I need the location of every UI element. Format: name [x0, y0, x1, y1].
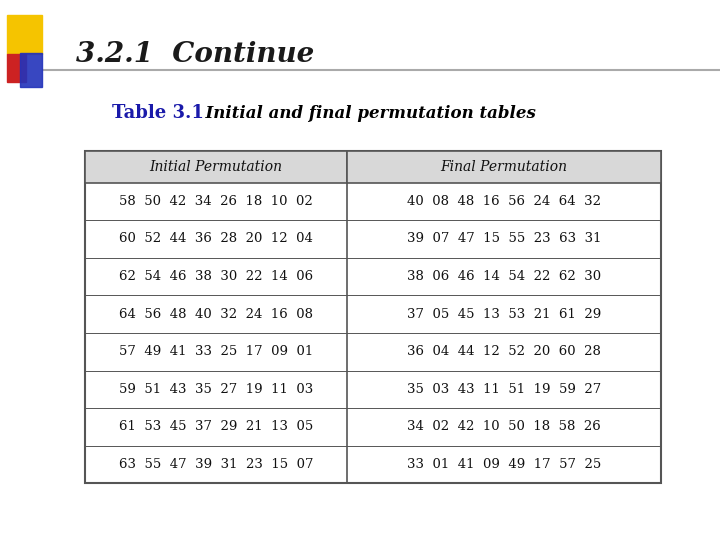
Text: 38  06  46  14  54  22  62  30: 38 06 46 14 54 22 62 30 [407, 270, 601, 283]
Text: 57  49  41  33  25  17  09  01: 57 49 41 33 25 17 09 01 [119, 345, 313, 358]
Text: 34  02  42  10  50  18  58  26: 34 02 42 10 50 18 58 26 [407, 421, 601, 434]
Text: Table 3.1: Table 3.1 [112, 104, 204, 123]
Text: Initial Permutation: Initial Permutation [150, 160, 282, 174]
Text: 33  01  41  09  49  17  57  25: 33 01 41 09 49 17 57 25 [407, 458, 601, 471]
Text: 35  03  43  11  51  19  59  27: 35 03 43 11 51 19 59 27 [407, 383, 601, 396]
Text: 58  50  42  34  26  18  10  02: 58 50 42 34 26 18 10 02 [119, 195, 313, 208]
Text: 59  51  43  35  27  19  11  03: 59 51 43 35 27 19 11 03 [119, 383, 313, 396]
Text: 64  56  48  40  32  24  16  08: 64 56 48 40 32 24 16 08 [119, 308, 313, 321]
Text: 36  04  44  12  52  20  60  28: 36 04 44 12 52 20 60 28 [407, 345, 601, 358]
Text: Initial and final permutation tables: Initial and final permutation tables [194, 105, 536, 122]
Text: 3.2.1  Continue: 3.2.1 Continue [76, 40, 314, 68]
Text: 37  05  45  13  53  21  61  29: 37 05 45 13 53 21 61 29 [407, 308, 601, 321]
Text: 63  55  47  39  31  23  15  07: 63 55 47 39 31 23 15 07 [119, 458, 313, 471]
Text: Final Permutation: Final Permutation [441, 160, 567, 174]
Text: 60  52  44  36  28  20  12  04: 60 52 44 36 28 20 12 04 [119, 232, 313, 245]
Text: 61  53  45  37  29  21  13  05: 61 53 45 37 29 21 13 05 [119, 421, 313, 434]
Text: 40  08  48  16  56  24  64  32: 40 08 48 16 56 24 64 32 [407, 195, 601, 208]
Text: 39  07  47  15  55  23  63  31: 39 07 47 15 55 23 63 31 [407, 232, 601, 245]
Text: 62  54  46  38  30  22  14  06: 62 54 46 38 30 22 14 06 [119, 270, 313, 283]
